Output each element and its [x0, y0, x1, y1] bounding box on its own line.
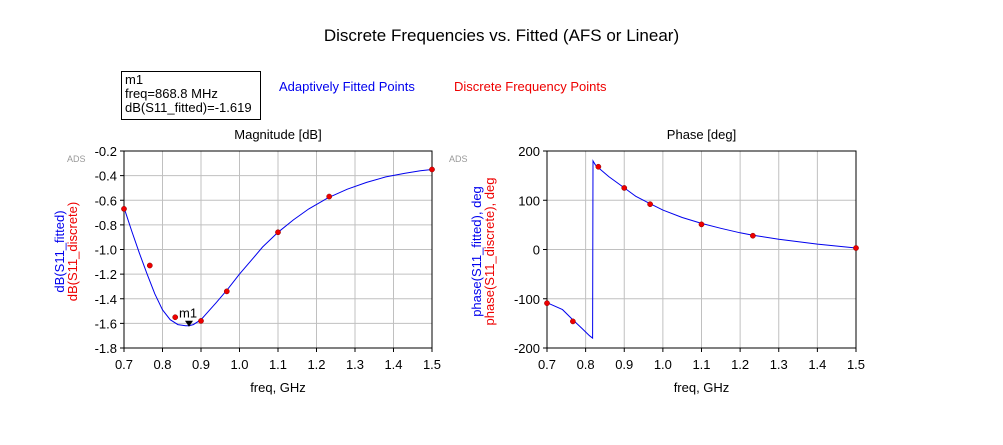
- y-tick-label: -0.8: [95, 218, 117, 233]
- y-tick-label: -100: [514, 292, 540, 307]
- marker-label: m1: [179, 306, 197, 321]
- x-tick-label: 1.2: [731, 357, 749, 372]
- data-point-discrete: [429, 166, 435, 173]
- data-point-discrete: [223, 288, 230, 295]
- x-axis-label: freq, GHz: [674, 380, 730, 395]
- panel-title: Phase [deg]: [667, 127, 736, 142]
- panel-title: Magnitude [dB]: [234, 127, 321, 142]
- series-line-fitted: [546, 159, 857, 340]
- marker-value: dB(S11_fitted)=-1.619: [125, 100, 252, 115]
- x-tick-label: 0.8: [153, 357, 171, 372]
- x-tick-label: 1.0: [230, 357, 248, 372]
- plot-phase: 0.7 0.8 0.9 1.0 1.1 1.2 1.3 1.4 1.5 200 100 0 -100 -2…: [449, 127, 865, 395]
- ads-watermark: ADS: [449, 154, 468, 164]
- y-tick-label: -1.6: [95, 316, 117, 331]
- marker-name: m1: [125, 72, 144, 87]
- y-tick-label: -1.4: [95, 292, 117, 307]
- series-line-fitted: [123, 169, 433, 327]
- ads-watermark: ADS: [67, 154, 86, 164]
- data-point-discrete: [198, 318, 204, 324]
- x-tick-label: 0.7: [538, 357, 556, 372]
- marker-triangle: [184, 320, 193, 327]
- y-tick-label: -0.4: [95, 169, 117, 184]
- x-tick-label: 1.5: [423, 357, 441, 372]
- data-point-discrete: [275, 229, 281, 236]
- x-tick-label: 1.3: [346, 357, 364, 372]
- data-point-discrete: [698, 221, 705, 228]
- chart-title: Discrete Frequencies vs. Fitted (AFS or …: [323, 26, 680, 45]
- x-tick-label: 1.5: [847, 357, 865, 372]
- y-tick-label: -0.6: [95, 193, 117, 208]
- legend-discrete: Discrete Frequency Points: [454, 79, 607, 94]
- legend-fitted: Adaptively Fitted Points: [279, 79, 415, 94]
- data-point-discrete: [647, 201, 653, 208]
- y-tick-label: -1.2: [95, 267, 117, 282]
- x-tick-label: 1.3: [770, 357, 788, 372]
- data-point-discrete: [172, 314, 179, 321]
- x-tick-label: 0.7: [115, 357, 133, 372]
- x-tick-label: 0.9: [615, 357, 633, 372]
- y-tick-label: 200: [518, 144, 540, 159]
- x-tick-label: 1.0: [654, 357, 672, 372]
- data-point-discrete: [146, 262, 153, 269]
- data-point-discrete: [570, 318, 576, 325]
- y-tick-label: 100: [518, 193, 540, 208]
- marker-readout-box[interactable]: m1 freq=868.8 MHz dB(S11_fitted)=-1.619: [121, 71, 261, 120]
- y-tick-label: -0.2: [95, 144, 117, 159]
- data-point-discrete: [750, 232, 756, 239]
- x-tick-label: 1.1: [269, 357, 287, 372]
- y-tick-label: -1.8: [95, 341, 117, 356]
- x-tick-label: 1.1: [692, 357, 710, 372]
- y-tick-label: 0: [533, 243, 540, 258]
- y-tick-label: -200: [514, 341, 540, 356]
- data-point-discrete: [595, 163, 602, 170]
- x-tick-label: 0.9: [192, 357, 210, 372]
- y-axis-label-fitted: dB(S11_fitted): [52, 210, 67, 292]
- marker-freq: freq=868.8 MHz: [125, 86, 218, 101]
- plot-magnitude: 0.7 0.8 0.9 1.0 1.1 1.2 1.3 1.4 1.5 -0.2 -0.4 -0.6 -…: [52, 127, 441, 395]
- y-axis-label-fitted: phase(S11_fitted), deg: [469, 186, 484, 317]
- y-axis-label-discrete: dB(S11_discrete): [65, 202, 80, 301]
- data-point-discrete: [621, 185, 628, 191]
- data-point-discrete: [853, 245, 859, 251]
- x-axis-label: freq, GHz: [250, 380, 306, 395]
- y-tick-label: -1.0: [95, 243, 117, 258]
- x-tick-label: 0.8: [577, 357, 595, 372]
- data-point-discrete: [544, 300, 550, 307]
- data-point-discrete: [326, 193, 333, 200]
- x-tick-label: 1.2: [307, 357, 325, 372]
- data-point-discrete: [121, 206, 127, 212]
- y-axis-label-discrete: phase(S11_discrete), deg: [482, 178, 497, 326]
- x-tick-label: 1.4: [808, 357, 826, 372]
- x-tick-label: 1.4: [384, 357, 402, 372]
